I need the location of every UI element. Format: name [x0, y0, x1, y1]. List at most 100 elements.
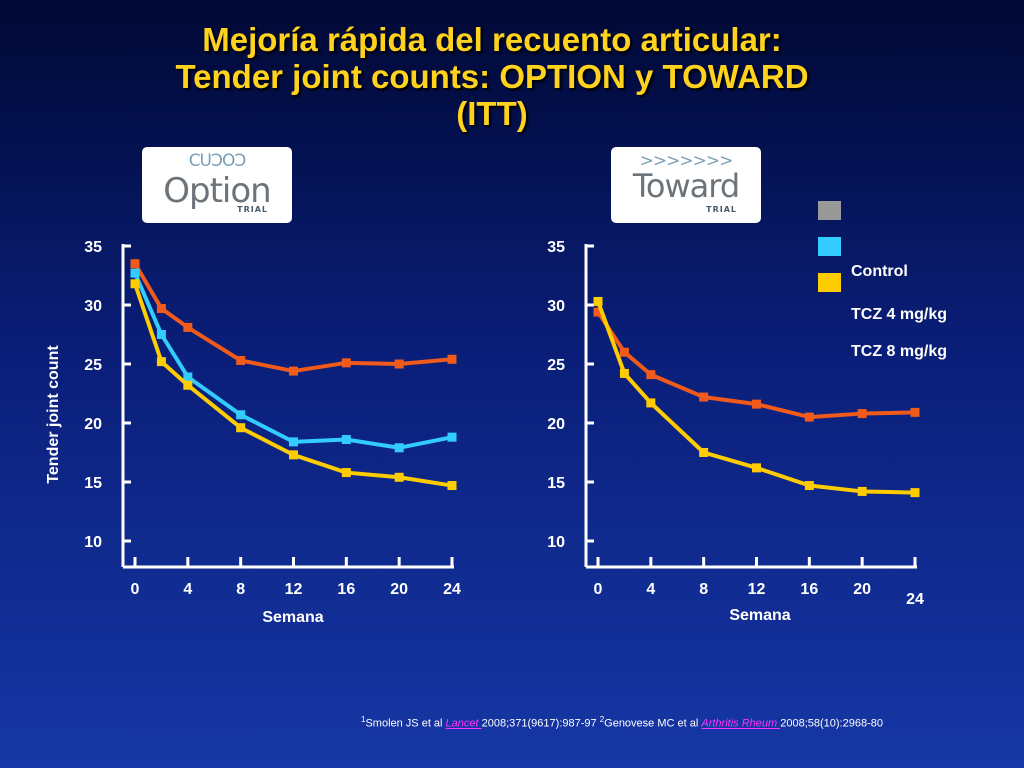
option-x-tick-label: 8	[236, 581, 245, 598]
toward-point-control	[619, 347, 629, 357]
option-point-tcz-8-mg-kg	[183, 380, 193, 390]
toward-point-tcz-8-mg-kg	[619, 368, 629, 378]
option-x-tick-label: 24	[443, 581, 461, 598]
option-point-control	[394, 359, 404, 369]
option-point-control	[447, 354, 457, 364]
toward-y-tick-label: 15	[547, 475, 565, 492]
toward-point-control	[804, 412, 814, 422]
toward-x-tick-label: 8	[699, 581, 708, 598]
option-point-tcz-8-mg-kg	[156, 357, 166, 367]
option-point-tcz-8-mg-kg	[236, 423, 246, 433]
option-y-tick-label: 10	[84, 534, 102, 551]
option-trial-logo: CUƆOƆ Option TRIAL	[142, 147, 292, 223]
title-line-2: Tender joint counts: OPTION y TOWARD	[175, 57, 809, 95]
title-line-1: Mejoría rápida del recuento articular:	[202, 21, 782, 58]
option-logo-trial: TRIAL	[237, 205, 268, 214]
option-y-tick-label: 35	[84, 239, 102, 256]
toward-y-tick-label: 35	[547, 239, 565, 256]
option-point-tcz-4-mg-kg	[156, 330, 166, 339]
legend-swatch-tcz4	[818, 237, 841, 256]
legend-label-tcz8: TCZ 8 mg/kg	[851, 343, 948, 360]
ref-sup-1: 1	[361, 715, 366, 724]
toward-y-tick-label: 30	[547, 298, 565, 315]
option-point-tcz-8-mg-kg	[447, 481, 457, 491]
option-x-tick-label: 12	[285, 581, 303, 598]
option-point-tcz-4-mg-kg	[236, 410, 246, 420]
option-series-line-control	[133, 262, 453, 374]
option-point-tcz-4-mg-kg	[341, 435, 351, 445]
option-x-axis-label: Semana	[262, 609, 323, 626]
ref-journal-lancet-link[interactable]: Lancet	[445, 717, 482, 730]
option-point-control	[236, 355, 246, 365]
option-point-tcz-4-mg-kg	[289, 437, 298, 447]
option-point-tcz-8-mg-kg	[130, 279, 140, 289]
option-point-tcz-4-mg-kg	[130, 268, 140, 278]
toward-logo-name: Toward	[632, 167, 740, 205]
toward-x-tick-label: 12	[748, 581, 766, 598]
toward-point-tcz-8-mg-kg	[699, 448, 709, 457]
option-x-tick-label: 16	[337, 581, 355, 598]
toward-point-control	[593, 307, 603, 317]
option-logo-name: Option	[163, 171, 271, 211]
toward-y-tick-label: 25	[547, 357, 565, 374]
toward-x-axis-label: Semana	[729, 607, 790, 624]
ref-part-4: 2008;58(10):2968-80	[780, 717, 883, 730]
toward-point-control	[646, 370, 656, 380]
option-y-tick-label: 25	[84, 357, 102, 374]
toward-trial-logo: >>>>>>> Toward TRIAL	[611, 147, 761, 223]
toward-x-tick-label: 16	[800, 581, 818, 598]
toward-point-tcz-8-mg-kg	[646, 398, 656, 408]
option-x-tick-label: 0	[131, 581, 140, 598]
option-series-line-tcz-4-mg-kg	[133, 272, 453, 450]
toward-point-tcz-8-mg-kg	[752, 463, 761, 473]
toward-x-tick-label: 24	[906, 591, 924, 608]
legend-swatch-control	[818, 201, 841, 220]
toward-y-tick-label: 10	[547, 534, 565, 551]
ref-sup-2: 2	[599, 715, 605, 724]
option-point-control	[156, 304, 166, 314]
slide-title: Mejoría rápida del recuento articular: T…	[0, 21, 984, 133]
option-point-tcz-4-mg-kg	[394, 443, 404, 453]
ref-part-3: Genovese MC et al	[604, 717, 702, 730]
option-x-tick-label: 4	[183, 581, 192, 598]
toward-x-tick-label: 4	[646, 581, 655, 598]
toward-point-tcz-8-mg-kg	[804, 481, 814, 491]
toward-x-tick-label: 0	[594, 581, 603, 598]
toward-series-line-tcz-8-mg-kg	[596, 300, 916, 495]
toward-point-tcz-8-mg-kg	[593, 296, 603, 306]
legend-label-tcz4: TCZ 4 mg/kg	[851, 306, 948, 323]
toward-point-control	[910, 407, 920, 417]
option-point-tcz-8-mg-kg	[394, 472, 404, 482]
toward-y-tick-label: 20	[547, 416, 565, 433]
toward-point-tcz-8-mg-kg	[857, 486, 867, 496]
toward-point-control	[857, 409, 867, 419]
option-logo-mark: CUƆOƆ	[188, 151, 247, 171]
toward-point-control	[752, 399, 761, 409]
toward-logo-mark: >>>>>>>	[639, 151, 734, 171]
option-point-control	[341, 358, 351, 368]
legend-swatch-tcz8	[818, 273, 841, 292]
option-y-tick-label: 30	[84, 298, 102, 315]
ref-journal-arthritis-link[interactable]: Arthritis Rheum	[701, 717, 781, 730]
ref-part-1: Smolen JS et al	[365, 717, 446, 730]
toward-point-tcz-8-mg-kg	[910, 488, 920, 498]
option-y-axis-label: Tender joint count	[45, 345, 62, 484]
option-point-control	[289, 366, 298, 376]
toward-logo-trial: TRIAL	[706, 205, 737, 214]
title-line-3: (ITT)	[456, 94, 528, 132]
option-y-tick-label: 15	[84, 475, 102, 492]
option-point-tcz-8-mg-kg	[289, 450, 298, 460]
option-point-control	[130, 259, 140, 269]
legend-label-control: Control	[851, 263, 908, 280]
option-x-tick-label: 20	[390, 581, 408, 598]
option-point-tcz-4-mg-kg	[447, 432, 457, 442]
ref-part-2: 2008;371(9617):987-97	[481, 717, 600, 730]
option-point-tcz-4-mg-kg	[183, 372, 193, 382]
option-point-control	[183, 322, 193, 332]
toward-point-control	[699, 392, 709, 402]
option-y-tick-label: 20	[84, 416, 102, 433]
reference-footnote: 1Smolen JS et al Lancet 2008;371(9617):9…	[361, 715, 883, 730]
option-point-tcz-8-mg-kg	[341, 468, 351, 478]
toward-x-tick-label: 20	[853, 581, 871, 598]
